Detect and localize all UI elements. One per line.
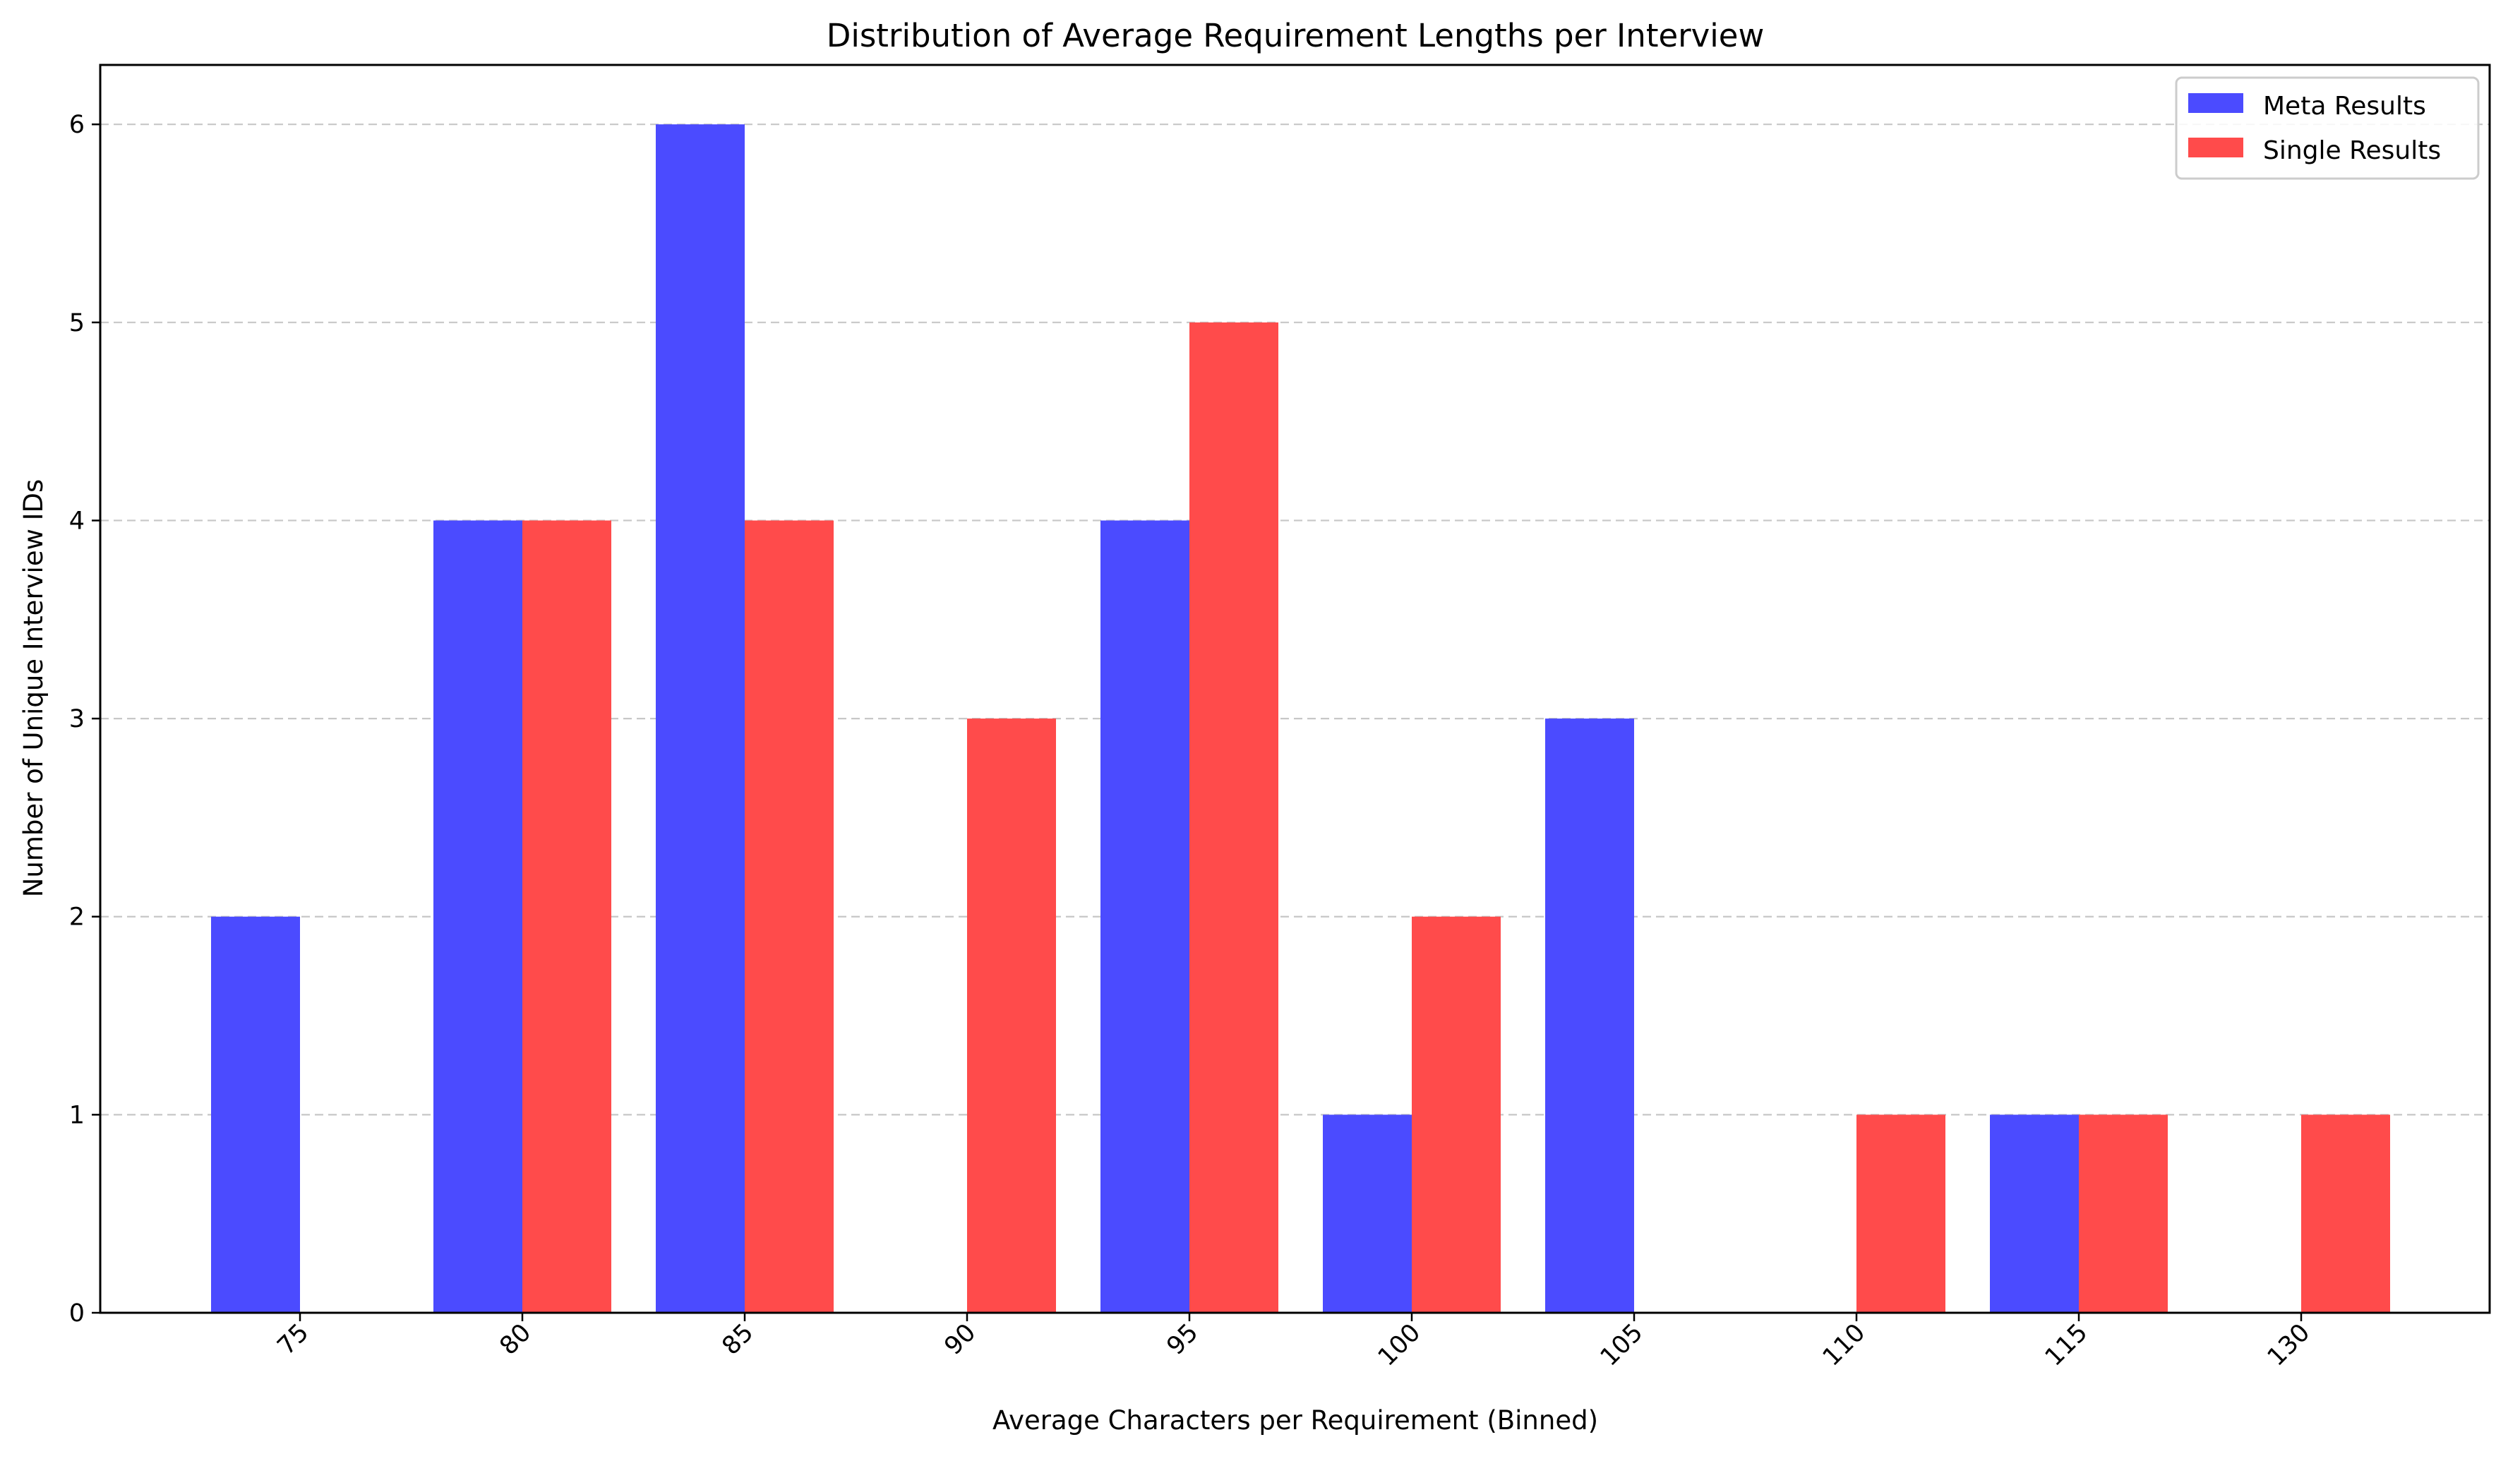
bar-single-results-95 (1189, 322, 1278, 1313)
bar-meta-results-75 (211, 916, 300, 1313)
legend: Meta Results Single Results (2175, 76, 2480, 180)
legend-label-meta-results: Meta Results (2263, 92, 2426, 121)
x-axis-label: Average Characters per Requirement (Binn… (992, 1405, 1598, 1436)
bar-meta-results-115 (1990, 1114, 2079, 1313)
bar-single-results-90 (967, 719, 1056, 1313)
legend-swatch-single-results (2188, 138, 2243, 157)
y-tick-label-0: 0 (69, 1299, 85, 1328)
legend-label-single-results: Single Results (2263, 136, 2441, 165)
y-tick-label-5: 5 (69, 309, 85, 337)
y-tick-label-2: 2 (69, 903, 85, 932)
bars (211, 124, 2390, 1313)
bar-meta-results-95 (1100, 520, 1189, 1313)
bar-single-results-100 (1412, 916, 1501, 1313)
bar-meta-results-100 (1323, 1114, 1412, 1313)
y-tick-label-4: 4 (69, 507, 85, 535)
legend-swatch-meta-results (2188, 93, 2243, 113)
bar-single-results-85 (745, 520, 834, 1313)
plot-frame (99, 64, 2491, 1314)
bar-single-results-130 (2301, 1114, 2390, 1313)
legend-box (2175, 76, 2480, 180)
bar-single-results-110 (1856, 1114, 1945, 1313)
grid-lines (100, 124, 2490, 1116)
bar-single-results-115 (2079, 1114, 2168, 1313)
bar-meta-results-80 (433, 520, 522, 1313)
y-tick-label-1: 1 (69, 1101, 85, 1129)
bar-meta-results-85 (656, 124, 745, 1313)
bar-single-results-80 (522, 520, 611, 1313)
y-tick-label-6: 6 (69, 111, 85, 139)
chart-title: Distribution of Average Requirement Leng… (827, 17, 1765, 54)
y-axis-label: Number of Unique Interview IDs (18, 479, 49, 898)
y-tick-label-3: 3 (69, 705, 85, 733)
bar-meta-results-105 (1545, 719, 1634, 1313)
